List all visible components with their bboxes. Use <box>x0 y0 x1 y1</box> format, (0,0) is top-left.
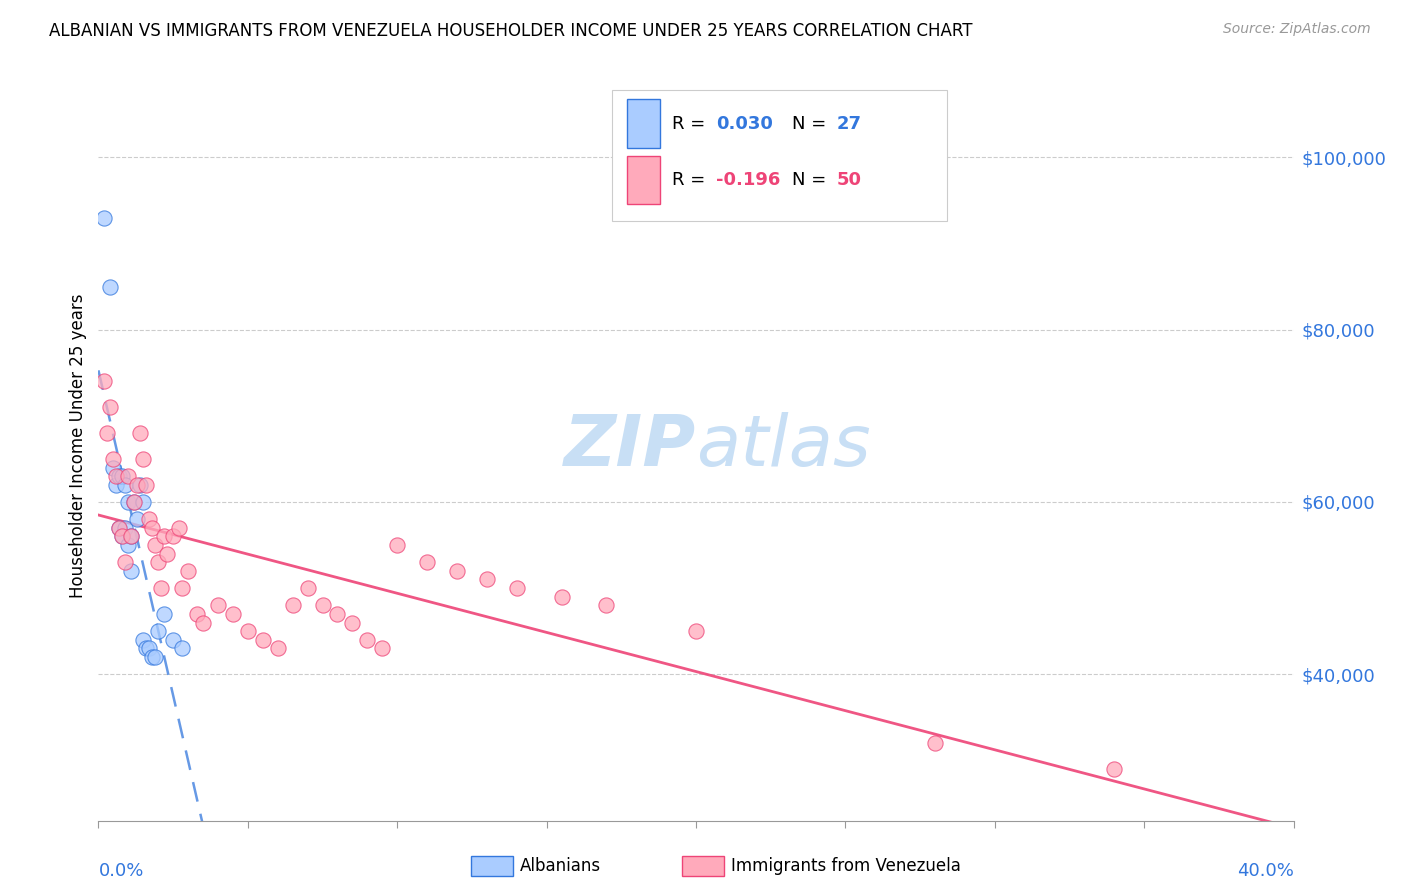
Point <box>356 632 378 647</box>
Point <box>93 375 115 389</box>
Point <box>148 624 170 639</box>
Text: Albanians: Albanians <box>520 857 602 875</box>
FancyBboxPatch shape <box>627 155 661 204</box>
Text: N =: N = <box>792 115 831 133</box>
Text: N =: N = <box>792 171 831 189</box>
Point <box>93 211 115 225</box>
Text: 40.0%: 40.0% <box>1237 862 1294 880</box>
Point <box>103 451 125 466</box>
Point <box>105 477 128 491</box>
Point <box>98 279 122 293</box>
Point <box>267 641 290 656</box>
Point <box>252 632 274 647</box>
Point <box>371 641 394 656</box>
Point <box>1104 762 1126 776</box>
Point <box>127 477 149 491</box>
Point <box>103 460 125 475</box>
Point <box>156 547 179 561</box>
Point <box>114 555 136 569</box>
Point <box>311 599 333 613</box>
Text: 0.030: 0.030 <box>716 115 773 133</box>
Point <box>177 564 200 578</box>
Point <box>150 581 173 595</box>
Point <box>385 538 409 552</box>
Point <box>148 555 170 569</box>
Text: 50: 50 <box>837 171 862 189</box>
Point <box>207 599 229 613</box>
Point <box>506 581 529 595</box>
Point <box>111 529 134 543</box>
Point <box>120 564 142 578</box>
Point <box>416 555 439 569</box>
Point <box>297 581 319 595</box>
Point <box>111 529 134 543</box>
Point <box>114 521 136 535</box>
Point <box>108 521 131 535</box>
Point <box>550 590 572 604</box>
Point <box>98 401 122 415</box>
Text: Source: ZipAtlas.com: Source: ZipAtlas.com <box>1223 22 1371 37</box>
Point <box>127 512 149 526</box>
Point <box>124 495 146 509</box>
Point <box>595 599 617 613</box>
Text: Immigrants from Venezuela: Immigrants from Venezuela <box>731 857 960 875</box>
Point <box>162 632 184 647</box>
Point <box>167 521 190 535</box>
Point <box>138 512 160 526</box>
FancyBboxPatch shape <box>627 100 661 148</box>
Point <box>153 607 176 621</box>
Point <box>685 624 707 639</box>
Point <box>191 615 214 630</box>
Text: ALBANIAN VS IMMIGRANTS FROM VENEZUELA HOUSEHOLDER INCOME UNDER 25 YEARS CORRELAT: ALBANIAN VS IMMIGRANTS FROM VENEZUELA HO… <box>49 22 973 40</box>
Y-axis label: Householder Income Under 25 years: Householder Income Under 25 years <box>69 293 87 599</box>
Text: 27: 27 <box>837 115 862 133</box>
Point <box>446 564 468 578</box>
Point <box>172 581 194 595</box>
Point <box>124 495 146 509</box>
Point <box>132 495 155 509</box>
Point <box>132 451 155 466</box>
Point <box>281 599 304 613</box>
Point <box>117 495 139 509</box>
Point <box>117 538 139 552</box>
Point <box>475 573 498 587</box>
Point <box>111 469 134 483</box>
Point <box>186 607 208 621</box>
Point <box>222 607 245 621</box>
Point <box>135 477 157 491</box>
Point <box>129 426 152 441</box>
Point <box>96 426 118 441</box>
Point <box>135 641 157 656</box>
Text: R =: R = <box>672 115 711 133</box>
Point <box>108 469 131 483</box>
Text: atlas: atlas <box>696 411 870 481</box>
Text: -0.196: -0.196 <box>716 171 780 189</box>
Point <box>342 615 364 630</box>
Point <box>143 538 166 552</box>
Point <box>153 529 176 543</box>
Point <box>114 477 136 491</box>
Point <box>924 736 946 750</box>
Text: ZIP: ZIP <box>564 411 696 481</box>
Point <box>108 521 131 535</box>
Point <box>141 521 163 535</box>
Point <box>326 607 349 621</box>
Point <box>129 477 152 491</box>
Point <box>105 469 128 483</box>
Point <box>138 641 160 656</box>
Point <box>120 529 142 543</box>
Point <box>162 529 184 543</box>
Point <box>132 632 155 647</box>
Point <box>172 641 194 656</box>
Point <box>143 650 166 665</box>
Point <box>117 469 139 483</box>
Text: 0.0%: 0.0% <box>98 862 143 880</box>
Text: R =: R = <box>672 171 711 189</box>
Point <box>120 529 142 543</box>
Point <box>141 650 163 665</box>
Point <box>236 624 259 639</box>
FancyBboxPatch shape <box>613 90 948 221</box>
